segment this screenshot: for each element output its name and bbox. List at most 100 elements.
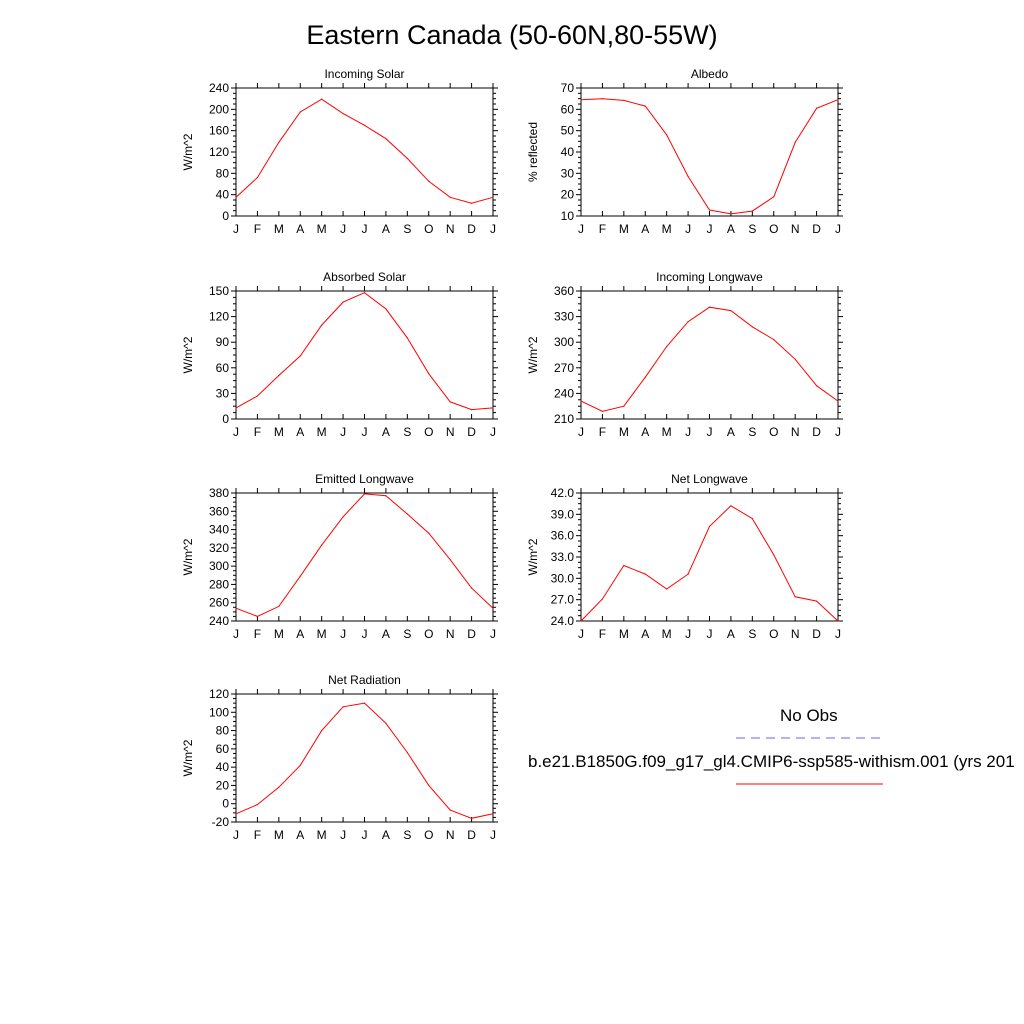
absorbed-solar-x-tick-label: M [274,425,284,439]
net-longwave-x-tick-label: N [791,627,800,641]
incoming-longwave-data-point [794,358,796,360]
net-longwave-data-point [708,525,711,528]
net-radiation-data-point [235,813,237,815]
incoming-solar-data-point [428,180,430,182]
incoming-longwave-x-tick-label: A [727,425,735,439]
incoming-longwave-x-tick-label: O [769,425,778,439]
emitted-longwave-data-point [256,615,259,618]
net-longwave-y-axis-label: W/m^2 [526,538,540,575]
absorbed-solar-x-tick-label: J [362,425,368,439]
incoming-solar-x-tick-label: J [490,222,496,236]
absorbed-solar-data-point [342,301,344,303]
incoming-solar-data-point [278,141,280,143]
net-longwave-y-tick-label: 36.0 [551,529,575,543]
net-radiation-x-tick-label: A [296,828,304,842]
panel-incoming-longwave: J F M A M J J A S O N D J210240270300330360Incoming … [526,270,843,439]
absorbed-solar-y-tick-label: 120 [209,310,229,324]
incoming-solar-data-point [299,111,301,113]
incoming-longwave-data-point [623,405,625,407]
emitted-longwave-data-point [363,493,366,495]
net-longwave-data-point [730,505,732,507]
albedo-data-point [623,99,625,101]
figure-title: Eastern Canada (50-60N,80-55W) [306,20,718,50]
albedo-data-point [708,209,711,211]
net-radiation-data-point [256,804,259,806]
net-longwave-y-tick-label: 24.0 [551,614,575,628]
absorbed-solar-series-line [235,292,494,411]
incoming-solar-x-tick-label: A [382,222,390,236]
net-radiation-series-line [235,702,494,819]
net-longwave-data-point [623,564,625,567]
net-radiation-x-tick-label: O [424,828,433,842]
albedo-x-tick-label: A [641,222,649,236]
net-radiation-y-tick-label: 40 [216,760,230,774]
albedo-y-tick-label: 30 [561,166,575,180]
incoming-solar-data-point [492,196,494,198]
emitted-longwave-data-point [321,544,323,546]
absorbed-solar-panel-title: Absorbed Solar [323,270,406,284]
absorbed-solar-y-tick-label: 60 [216,361,230,375]
incoming-longwave-data-point [708,306,711,308]
absorbed-solar-data-point [470,409,473,411]
absorbed-solar-plot-frame [235,290,494,420]
net-longwave-data-point [773,554,775,556]
net-radiation-x-tick-label: J [362,828,368,842]
emitted-longwave-y-tick-label: 320 [209,541,229,555]
net-radiation-y-tick-label: 80 [216,724,230,738]
emitted-longwave-x-tick-label: S [403,627,411,641]
emitted-longwave-x-tick-label: D [467,627,476,641]
incoming-longwave-x-tick-label: M [619,425,629,439]
net-longwave-y-tick-label: 33.0 [551,550,575,564]
incoming-solar-data-point [342,113,344,115]
emitted-longwave-data-point [385,495,387,497]
absorbed-solar-x-tick-label: N [446,425,455,439]
absorbed-solar-data-point [363,292,366,294]
albedo-series-line [580,98,839,215]
incoming-longwave-y-tick-label: 330 [554,310,574,324]
net-radiation-data-point [385,722,387,724]
incoming-longwave-data-point [580,400,582,402]
legend-model-label: b.e21.B1850G.f09_g17_gl4.CMIP6-ssp585-wi… [528,752,1015,771]
albedo-x-tick-label: J [578,222,584,236]
emitted-longwave-plot-frame [235,492,494,622]
emitted-longwave-data-point [406,513,408,515]
albedo-panel-title: Albedo [691,67,729,81]
net-longwave-data-point [837,620,839,622]
net-radiation-data-point [363,702,366,704]
panel-net-longwave: J F M A M J J A S O N D J24.027.030.033.036.039.042.… [526,472,843,641]
net-longwave-x-tick-label: A [727,627,735,641]
emitted-longwave-series-line [235,493,494,617]
absorbed-solar-data-point [321,324,323,326]
absorbed-solar-data-point [256,395,259,397]
incoming-solar-data-point [321,98,323,100]
net-radiation-y-tick-label: 120 [209,687,229,701]
albedo-x-tick-label: J [707,222,713,236]
emitted-longwave-y-tick-label: 380 [209,486,229,500]
net-radiation-x-tick-label: S [403,828,411,842]
incoming-solar-y-tick-label: 80 [216,166,230,180]
incoming-longwave-data-point [601,410,604,412]
absorbed-solar-data-point [278,374,280,377]
net-longwave-x-tick-label: S [748,627,756,641]
albedo-data-point [666,134,668,136]
albedo-y-tick-label: 70 [561,81,575,95]
incoming-solar-x-tick-label: J [340,222,346,236]
incoming-longwave-x-tick-label: M [662,425,672,439]
absorbed-solar-x-tick-label: F [254,425,261,439]
net-longwave-x-tick-label: D [812,627,821,641]
net-longwave-data-point [666,588,668,590]
net-radiation-x-tick-label: N [446,828,455,842]
net-longwave-x-tick-label: M [619,627,629,641]
net-longwave-series-line [580,505,839,622]
incoming-solar-panel-title: Incoming Solar [324,67,404,81]
incoming-longwave-y-tick-label: 240 [554,386,574,400]
absorbed-solar-y-tick-label: 90 [216,335,230,349]
net-radiation-data-point [278,786,280,788]
incoming-longwave-data-point [666,345,668,348]
incoming-longwave-x-tick-label: D [812,425,821,439]
absorbed-solar-data-point [492,407,494,409]
net-longwave-data-point [794,596,796,598]
absorbed-solar-x-tick-label: A [296,425,304,439]
incoming-solar-data-point [256,177,259,179]
